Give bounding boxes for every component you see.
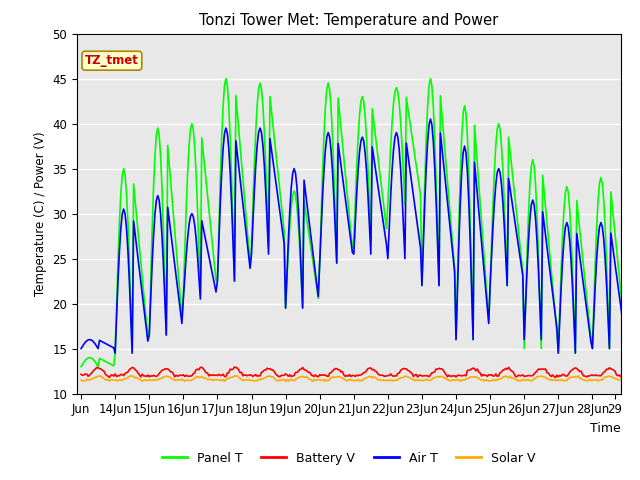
Battery V <box>620 374 627 380</box>
Panel T <box>547 267 555 273</box>
Air T <box>111 350 119 356</box>
Solar V <box>621 377 629 383</box>
Battery V <box>96 366 104 372</box>
Panel T <box>358 94 366 99</box>
Legend: Panel T, Battery V, Air T, Solar V: Panel T, Battery V, Air T, Solar V <box>157 447 541 469</box>
Solar V <box>96 373 104 379</box>
Y-axis label: Temperature (C) / Power (V): Temperature (C) / Power (V) <box>34 132 47 296</box>
Panel T <box>618 303 626 309</box>
Panel T <box>96 356 104 361</box>
Air T <box>358 134 366 140</box>
Panel T <box>222 76 230 82</box>
Air T <box>114 278 122 284</box>
Panel T <box>113 302 120 308</box>
Battery V <box>77 372 85 377</box>
Title: Tonzi Tower Met: Temperature and Power: Tonzi Tower Met: Temperature and Power <box>199 13 499 28</box>
Solar V <box>360 376 367 382</box>
Battery V <box>547 373 555 379</box>
Battery V <box>230 364 238 370</box>
Solar V <box>548 378 556 384</box>
Air T <box>427 116 435 122</box>
Solar V <box>620 377 627 383</box>
Line: Air T: Air T <box>81 119 625 353</box>
Line: Solar V: Solar V <box>81 376 625 381</box>
Solar V <box>234 373 241 379</box>
Air T <box>621 335 629 341</box>
Battery V <box>621 373 629 379</box>
Solar V <box>468 374 476 380</box>
Air T <box>468 287 476 292</box>
Air T <box>77 346 85 351</box>
Battery V <box>552 374 559 380</box>
Line: Panel T: Panel T <box>81 79 625 367</box>
Panel T <box>621 332 629 337</box>
Solar V <box>77 377 85 383</box>
Battery V <box>467 367 474 372</box>
Air T <box>96 337 104 343</box>
Panel T <box>77 364 85 370</box>
Panel T <box>467 220 474 226</box>
Air T <box>620 324 627 330</box>
Line: Battery V: Battery V <box>81 367 625 377</box>
Battery V <box>113 374 120 380</box>
Battery V <box>358 371 366 377</box>
Air T <box>548 290 556 296</box>
Solar V <box>138 378 146 384</box>
Text: TZ_tmet: TZ_tmet <box>85 54 139 67</box>
Solar V <box>113 378 120 384</box>
X-axis label: Time: Time <box>590 422 621 435</box>
